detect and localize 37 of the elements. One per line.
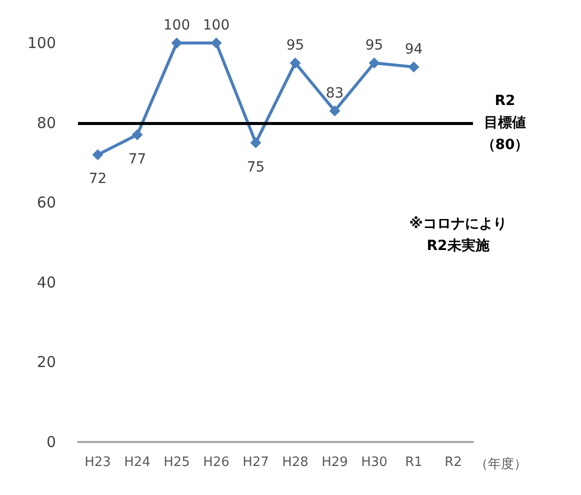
point [329,105,340,116]
ref-line-label: R2目標値（80） [481,92,529,153]
x-tick-label: H25 [164,455,190,470]
data-label: 95 [286,37,304,54]
data-label: 77 [128,151,146,168]
x-tick-label: H23 [84,455,111,470]
data-label: 83 [326,85,344,102]
y-tick-label: 0 [46,433,56,451]
point [368,57,380,68]
x-tick-label: H30 [361,455,388,470]
data-label: 72 [88,171,107,188]
x-tick-label: R1 [405,455,422,470]
x-axis-title: （年度） [475,456,527,472]
x-tick-label: H29 [322,455,348,470]
point [132,129,143,140]
x-tick-label: H27 [242,455,269,470]
y-tick-label: 20 [36,353,56,372]
x-tick-label: H24 [124,455,150,470]
point [408,61,420,72]
y-tick-label: 60 [36,194,56,212]
point [290,57,301,68]
data-label: 75 [246,159,265,176]
y-tick-label: 80 [36,114,56,132]
data-label: 100 [163,18,190,34]
data-label: 94 [404,41,423,58]
y-tick-label: 40 [36,273,56,292]
x-tick-label: H26 [203,455,230,470]
annotation: ※コロナにより R2未実施 [409,216,507,254]
data-label: 100 [202,18,230,34]
x-tick-label: R2 [444,455,462,470]
point [92,149,104,160]
point [210,38,222,48]
data-label: 95 [365,37,384,54]
point [171,38,182,48]
point [250,137,262,148]
x-tick-label: H28 [282,455,308,470]
y-tick-label: 100 [27,34,56,52]
